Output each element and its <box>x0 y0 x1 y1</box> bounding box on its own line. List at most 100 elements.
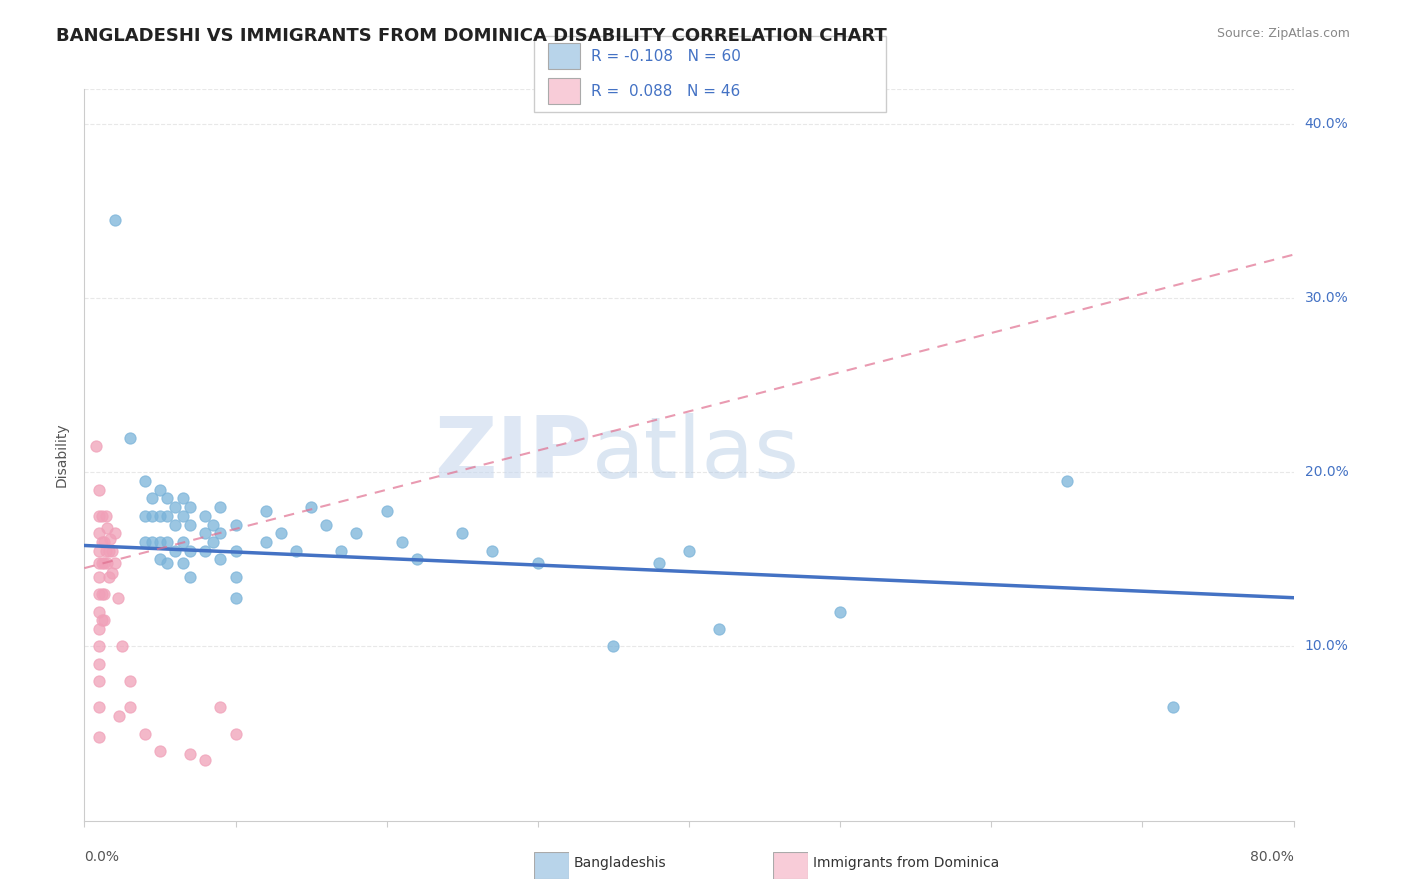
Point <box>89 526 111 541</box>
Point <box>163 517 186 532</box>
Point <box>172 535 194 549</box>
Point <box>149 483 172 497</box>
Point <box>1161 700 1184 714</box>
Point <box>299 500 322 515</box>
Point <box>104 556 127 570</box>
Text: 80.0%: 80.0% <box>1250 850 1294 863</box>
Point <box>93 535 115 549</box>
Point <box>163 500 186 515</box>
Point <box>270 526 292 541</box>
Text: Immigrants from Dominica: Immigrants from Dominica <box>813 855 998 870</box>
Point <box>149 744 172 758</box>
Point <box>254 503 277 517</box>
Point <box>194 526 217 541</box>
Point <box>209 700 232 714</box>
Point <box>94 543 117 558</box>
Point <box>194 508 217 523</box>
Point <box>225 591 247 605</box>
Point <box>141 508 163 523</box>
Point <box>156 556 179 570</box>
Point <box>94 508 117 523</box>
FancyBboxPatch shape <box>773 852 808 879</box>
Point <box>179 517 201 532</box>
Point <box>141 535 163 549</box>
Point <box>315 517 337 532</box>
Point <box>179 570 201 584</box>
Point <box>194 753 217 767</box>
Text: atlas: atlas <box>592 413 800 497</box>
Point <box>602 640 624 654</box>
Point <box>172 508 194 523</box>
Point <box>163 543 186 558</box>
Text: 10.0%: 10.0% <box>1305 640 1348 654</box>
Point <box>156 508 179 523</box>
Point <box>201 535 224 549</box>
Point <box>97 543 120 558</box>
Point <box>141 491 163 506</box>
FancyBboxPatch shape <box>534 852 569 879</box>
Point <box>134 508 156 523</box>
Point <box>118 674 141 689</box>
Point <box>172 491 194 506</box>
Point <box>134 726 156 740</box>
Point <box>225 543 247 558</box>
Point <box>481 543 503 558</box>
Point <box>225 517 247 532</box>
Point <box>104 212 127 227</box>
Point <box>134 535 156 549</box>
Point <box>96 556 118 570</box>
Point <box>89 674 111 689</box>
Point <box>179 543 201 558</box>
Point <box>201 517 224 532</box>
Point <box>526 556 548 570</box>
Point <box>156 491 179 506</box>
Text: R =  0.088   N = 46: R = 0.088 N = 46 <box>591 84 740 98</box>
Point <box>98 532 121 546</box>
Point <box>97 570 120 584</box>
Text: 30.0%: 30.0% <box>1305 291 1348 305</box>
Point <box>89 730 111 744</box>
Point <box>89 640 111 654</box>
Point <box>254 535 277 549</box>
Text: 20.0%: 20.0% <box>1305 466 1348 479</box>
Point <box>111 640 134 654</box>
Point <box>225 726 247 740</box>
Point <box>91 556 114 570</box>
Y-axis label: Disability: Disability <box>55 423 69 487</box>
Point <box>284 543 308 558</box>
Point <box>451 526 474 541</box>
Point <box>89 605 111 619</box>
Point <box>134 474 156 488</box>
Point <box>194 543 217 558</box>
Point <box>93 587 115 601</box>
Point <box>89 622 111 636</box>
Point <box>209 500 232 515</box>
Point <box>391 535 413 549</box>
Point <box>330 543 353 558</box>
Point <box>89 508 111 523</box>
Point <box>172 556 194 570</box>
Point <box>104 526 127 541</box>
Point <box>149 535 172 549</box>
Text: R = -0.108   N = 60: R = -0.108 N = 60 <box>591 49 741 63</box>
Point <box>89 700 111 714</box>
Point <box>107 591 129 605</box>
Point <box>118 430 141 444</box>
Point <box>91 613 114 627</box>
Point <box>149 508 172 523</box>
Point <box>89 657 111 671</box>
Point <box>209 552 232 566</box>
Point <box>709 622 731 636</box>
Point <box>225 570 247 584</box>
Point <box>96 521 118 535</box>
Text: Source: ZipAtlas.com: Source: ZipAtlas.com <box>1216 27 1350 40</box>
Point <box>93 556 115 570</box>
Point <box>830 605 852 619</box>
Point <box>91 535 114 549</box>
FancyBboxPatch shape <box>548 78 581 104</box>
Point <box>1056 474 1078 488</box>
Point <box>89 483 111 497</box>
FancyBboxPatch shape <box>548 44 581 69</box>
Point <box>89 587 111 601</box>
Point <box>108 709 131 723</box>
